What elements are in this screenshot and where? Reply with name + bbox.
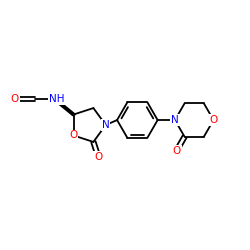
Text: N: N bbox=[102, 120, 110, 130]
Text: O: O bbox=[94, 152, 102, 162]
Text: O: O bbox=[172, 146, 181, 156]
Text: O: O bbox=[210, 115, 218, 125]
Text: NH: NH bbox=[49, 94, 65, 104]
Text: O: O bbox=[70, 130, 78, 140]
Text: O: O bbox=[11, 94, 19, 104]
Text: N: N bbox=[171, 115, 179, 125]
